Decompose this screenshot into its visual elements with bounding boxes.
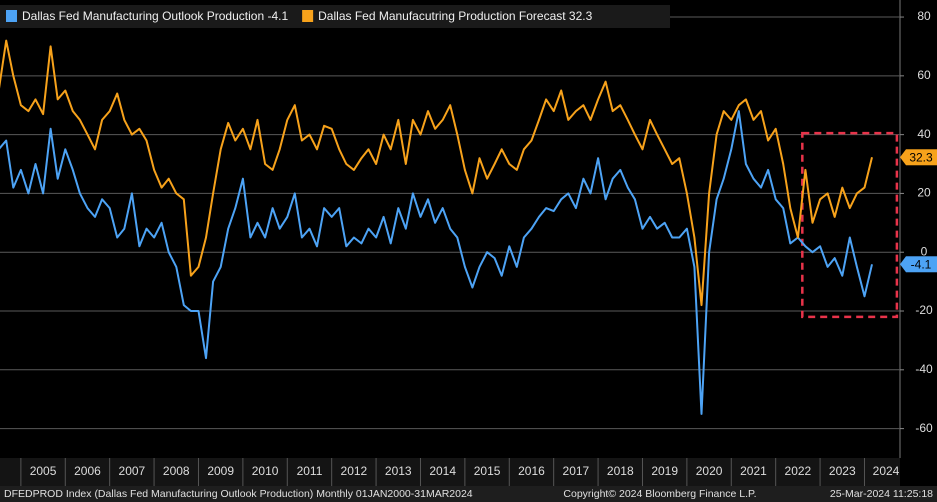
footer-center: Copyright© 2024 Bloomberg Finance L.P. <box>563 488 756 500</box>
legend-label: Dallas Fed Manufacutring Production Fore… <box>318 9 592 23</box>
x-tick-label: 2019 <box>651 464 678 478</box>
x-tick-label: 2016 <box>518 464 545 478</box>
x-tick-label: 2014 <box>429 464 456 478</box>
legend: Dallas Fed Manufacturing Outlook Product… <box>6 9 593 23</box>
y-tick-label: 0 <box>921 244 928 258</box>
value-tag-pointer <box>900 256 906 273</box>
x-tick-label: 2013 <box>385 464 412 478</box>
x-tick-label: 2006 <box>74 464 101 478</box>
legend-label: Dallas Fed Manufacturing Outlook Product… <box>22 9 288 23</box>
x-tick-label: 2021 <box>740 464 767 478</box>
footer-band <box>0 486 937 502</box>
value-tag-label: -4.1 <box>911 257 932 271</box>
legend-box <box>0 5 670 28</box>
y-tick-label: -60 <box>915 421 933 435</box>
value-tag <box>906 149 937 166</box>
y-tick-label: 40 <box>917 127 931 141</box>
x-tick-label: 2024 <box>873 464 900 478</box>
y-tick-label: 80 <box>917 9 931 23</box>
x-tick-label: 2010 <box>252 464 279 478</box>
y-tick-label: -20 <box>915 303 933 317</box>
x-tick-label: 2023 <box>829 464 856 478</box>
x-tick-label: 2009 <box>207 464 234 478</box>
x-tick-label: 2007 <box>119 464 146 478</box>
y-tick-label: 60 <box>917 68 931 82</box>
y-tick-label: -40 <box>915 362 933 376</box>
footer-left: DFEDPROD Index (Dallas Fed Manufacturing… <box>4 488 473 500</box>
x-tick-label: 2017 <box>563 464 590 478</box>
highlight-box <box>801 131 899 319</box>
x-tick-label: 2012 <box>341 464 368 478</box>
x-tick-label: 2011 <box>297 464 323 478</box>
x-tick-label: 2020 <box>696 464 723 478</box>
x-tick-label: 2022 <box>785 464 812 478</box>
x-tick-label: 2015 <box>474 464 501 478</box>
value-tag-label: 32.3 <box>909 150 933 164</box>
series-line <box>0 39 873 307</box>
legend-swatch <box>6 10 17 22</box>
x-tick-label: 2018 <box>607 464 634 478</box>
footer-right: 25-Mar-2024 11:25:18 <box>830 488 933 500</box>
legend-swatch <box>302 10 314 22</box>
x-tick-label: 2008 <box>163 464 190 478</box>
y-tick-label: 20 <box>917 186 931 200</box>
x-tick-label: 2005 <box>30 464 57 478</box>
series-line <box>0 110 873 415</box>
value-tag <box>906 256 937 273</box>
value-tag-pointer <box>900 149 906 166</box>
x-axis-band <box>0 458 900 486</box>
